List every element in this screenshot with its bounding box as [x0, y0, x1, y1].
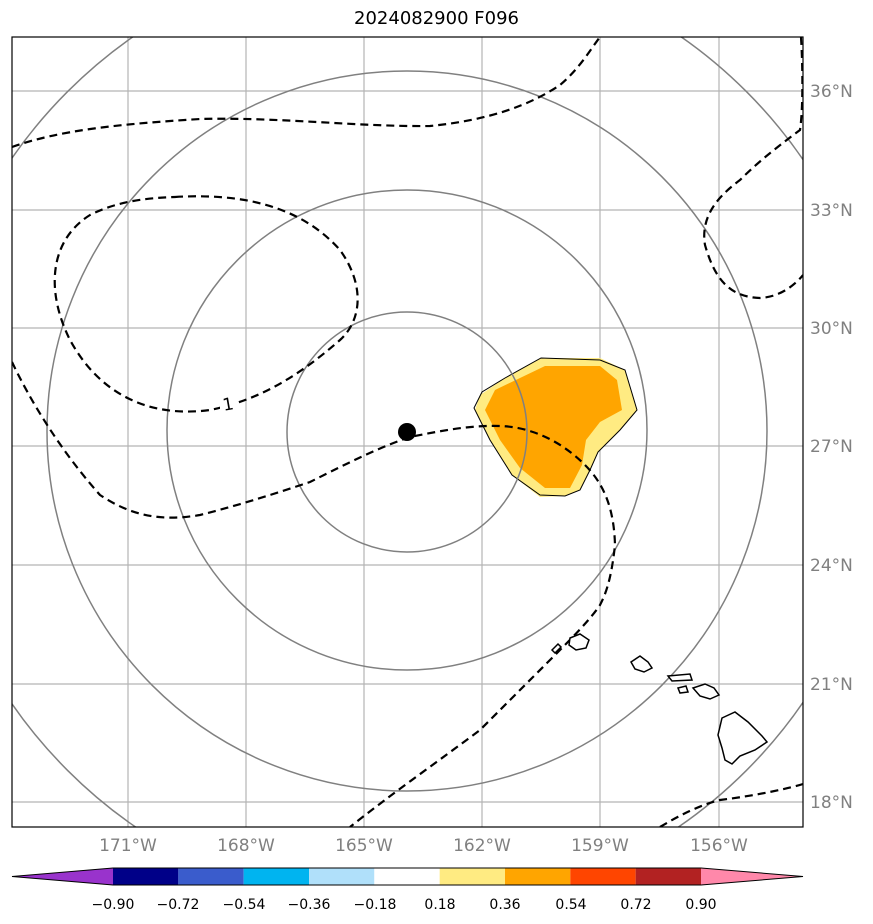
colorbar-swatch — [505, 868, 571, 885]
anomaly-outline — [473, 357, 638, 497]
anomaly-fill — [473, 357, 638, 497]
lon-label: 168°W — [217, 836, 275, 856]
hawaii-islands — [550, 633, 769, 765]
map-title: 2024082900 F096 — [354, 8, 519, 29]
contour-label: 1 — [221, 394, 235, 416]
lon-label: 159°W — [571, 836, 629, 856]
colorbar-tick-labels: −0.90 −0.72 −0.54 −0.36 −0.18 0.18 0.36 … — [92, 897, 717, 913]
colorbar-swatch — [439, 868, 505, 885]
colorbar-tick-label: 0.90 — [685, 897, 716, 913]
lon-label: 162°W — [453, 836, 511, 856]
colorbar-tick-label: 0.36 — [489, 897, 520, 913]
colorbar-swatch — [178, 868, 244, 885]
lat-label: 18°N — [810, 793, 853, 813]
colorbar-tick-label: −0.54 — [223, 897, 266, 913]
colorbar-swatch — [243, 868, 309, 885]
colorbar-extend-high — [701, 868, 803, 885]
contour-main-trough — [12, 361, 617, 827]
colorbar-swatches — [11, 867, 804, 886]
range-ring-1 — [286, 311, 528, 553]
lat-label: 30°N — [810, 319, 853, 339]
lon-label: 165°W — [335, 836, 393, 856]
colorbar-swatch — [374, 868, 440, 885]
range-ring-3 — [46, 70, 768, 792]
colorbar-swatch — [635, 868, 701, 885]
storm-center-marker — [398, 423, 416, 441]
map-frame — [11, 36, 804, 828]
colorbar-extend-low — [12, 868, 113, 885]
colorbar-tick-label: −0.72 — [157, 897, 200, 913]
island-big-island — [717, 711, 769, 765]
island-niihau — [550, 642, 563, 655]
colorbar-swatch — [113, 868, 179, 885]
lat-label: 24°N — [810, 556, 853, 576]
contour-top — [12, 37, 601, 149]
graticule — [12, 37, 803, 827]
contour-southeast — [659, 782, 803, 827]
colorbar-outline — [11, 867, 804, 886]
island-kauai — [568, 633, 590, 651]
island-maui — [691, 683, 721, 700]
colorbar-tick-label: 0.18 — [424, 897, 455, 913]
lat-label: 36°N — [810, 82, 853, 102]
colorbar: −0.90 −0.72 −0.54 −0.36 −0.18 0.18 0.36 … — [11, 867, 804, 913]
range-ring-2 — [166, 189, 648, 671]
colorbar-tick-label: −0.90 — [92, 897, 135, 913]
colorbar-tick-label: −0.36 — [288, 897, 331, 913]
lat-label: 27°N — [810, 437, 853, 457]
lat-label: 21°N — [810, 675, 853, 695]
lon-label: 156°W — [690, 836, 748, 856]
lat-label: 33°N — [810, 201, 853, 221]
island-lanai — [676, 685, 690, 694]
dashed-contours — [12, 37, 803, 827]
contour-closed-west — [53, 195, 359, 413]
lon-label: 171°W — [99, 836, 157, 856]
latitude-labels: 36°N 33°N 30°N 27°N 24°N 21°N 18°N — [810, 82, 853, 813]
contour-label-bg — [220, 394, 236, 412]
colorbar-swatch — [309, 868, 375, 885]
colorbar-tick-label: −0.18 — [354, 897, 397, 913]
island-oahu — [630, 655, 654, 673]
colorbar-tick-label: 0.54 — [555, 897, 586, 913]
longitude-labels: 171°W 168°W 165°W 162°W 159°W 156°W — [99, 836, 748, 856]
colorbar-swatch — [570, 868, 636, 885]
anomaly-fill-inner — [485, 366, 622, 488]
contour-northeast — [703, 37, 803, 300]
island-molokai — [666, 673, 694, 682]
colorbar-tick-label: 0.72 — [620, 897, 651, 913]
